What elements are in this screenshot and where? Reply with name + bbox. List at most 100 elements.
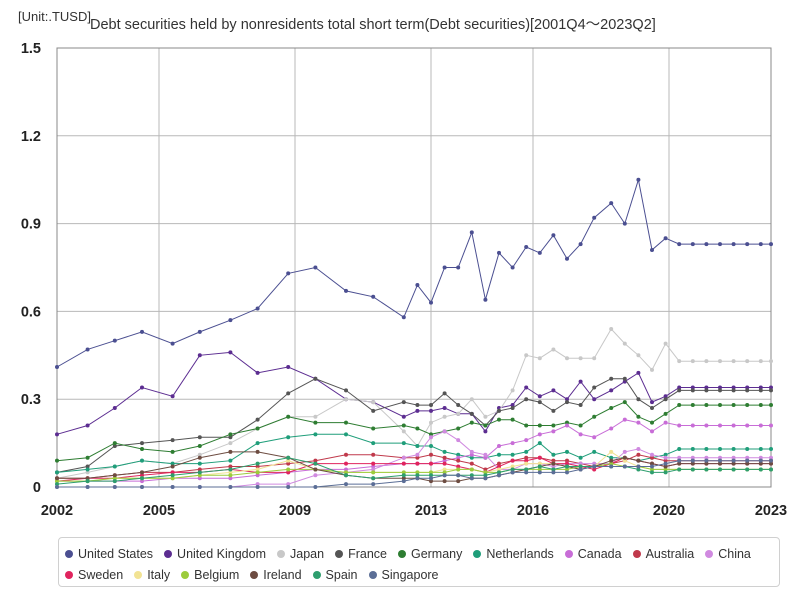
data-point	[704, 446, 709, 451]
data-point	[578, 379, 583, 384]
data-point	[704, 423, 709, 428]
data-point	[456, 455, 461, 460]
legend-item[interactable]: Australia	[632, 543, 694, 564]
legend-item[interactable]: Italy	[134, 564, 170, 585]
legend-item[interactable]: Germany	[397, 543, 463, 564]
data-point	[592, 435, 597, 440]
data-point	[524, 467, 529, 472]
data-point	[565, 420, 569, 425]
data-point	[112, 444, 117, 449]
data-point	[565, 461, 569, 466]
data-point	[415, 470, 420, 475]
data-point	[704, 242, 709, 247]
data-point	[429, 408, 433, 413]
data-point	[85, 476, 90, 481]
data-point	[429, 435, 433, 440]
legend-item[interactable]: United Kingdom	[164, 543, 266, 564]
data-point	[565, 356, 569, 361]
data-point	[731, 403, 736, 408]
legend-item[interactable]: Spain	[312, 564, 358, 585]
legend-item[interactable]: Singapore	[368, 564, 439, 585]
legend-label: Japan	[290, 546, 325, 561]
legend-item[interactable]: United States	[65, 543, 153, 564]
data-point	[524, 449, 529, 454]
data-point	[592, 467, 597, 472]
data-point	[636, 177, 641, 182]
legend-item[interactable]: Japan	[277, 543, 324, 564]
data-point	[228, 432, 233, 437]
data-point	[429, 476, 433, 481]
legend-label: Italy	[147, 567, 171, 582]
data-point	[565, 464, 569, 469]
data-point	[537, 441, 542, 446]
data-point	[456, 403, 461, 408]
data-point	[663, 397, 668, 402]
data-point	[469, 473, 474, 478]
data-point	[758, 446, 763, 451]
data-point	[592, 464, 597, 469]
data-point	[510, 441, 515, 446]
data-point	[286, 271, 291, 276]
data-point	[429, 300, 433, 305]
data-point	[415, 455, 420, 460]
legend-swatch-icon	[705, 549, 714, 558]
data-point	[197, 473, 202, 478]
data-point	[429, 432, 433, 437]
data-point	[55, 365, 59, 370]
data-point	[85, 470, 90, 475]
legend-item[interactable]: Sweden	[65, 564, 123, 585]
data-point	[55, 432, 59, 437]
data-point	[140, 470, 144, 475]
data-point	[55, 482, 59, 487]
data-point	[55, 485, 59, 489]
data-point	[592, 356, 597, 361]
data-point	[650, 367, 654, 372]
data-point	[663, 455, 668, 460]
legend-label: Germany	[410, 546, 463, 561]
data-point	[650, 247, 654, 252]
data-point	[55, 479, 59, 484]
data-point	[112, 476, 117, 481]
data-point	[197, 435, 202, 440]
data-point	[537, 467, 542, 472]
data-point	[650, 470, 654, 475]
data-point	[483, 423, 488, 428]
data-point	[690, 467, 695, 472]
legend-item[interactable]: Netherlands	[473, 543, 554, 564]
data-point	[197, 485, 202, 489]
series-line	[56, 351, 771, 435]
data-point	[565, 256, 569, 261]
legend-item[interactable]: Belgium	[181, 564, 239, 585]
data-point	[690, 385, 695, 390]
data-point	[112, 338, 117, 343]
data-point	[371, 294, 376, 299]
data-point	[313, 461, 318, 466]
data-point	[690, 458, 695, 463]
data-point	[510, 417, 515, 422]
legend-item[interactable]: Ireland	[250, 564, 302, 585]
series-singapore	[55, 458, 773, 489]
data-point	[745, 423, 750, 428]
legend-swatch-icon	[181, 570, 190, 579]
data-point	[469, 411, 474, 416]
data-point	[255, 306, 260, 311]
data-point	[255, 370, 260, 375]
series-line	[56, 457, 771, 485]
series-france	[55, 376, 773, 475]
data-point	[622, 449, 627, 454]
x-tick-label: 2023	[755, 503, 787, 519]
data-point	[469, 449, 474, 454]
legend-item[interactable]: Canada	[564, 543, 622, 564]
legend-swatch-icon	[312, 570, 321, 579]
data-point	[551, 408, 556, 413]
data-point	[456, 473, 461, 478]
data-point	[731, 242, 736, 247]
legend-item[interactable]: France	[335, 543, 387, 564]
data-point	[758, 385, 763, 390]
data-point	[663, 394, 668, 399]
data-point	[344, 397, 348, 402]
legend-item[interactable]: China	[705, 543, 751, 564]
data-point	[255, 467, 260, 472]
data-point	[650, 400, 654, 405]
x-tick-label: 2013	[415, 503, 447, 519]
